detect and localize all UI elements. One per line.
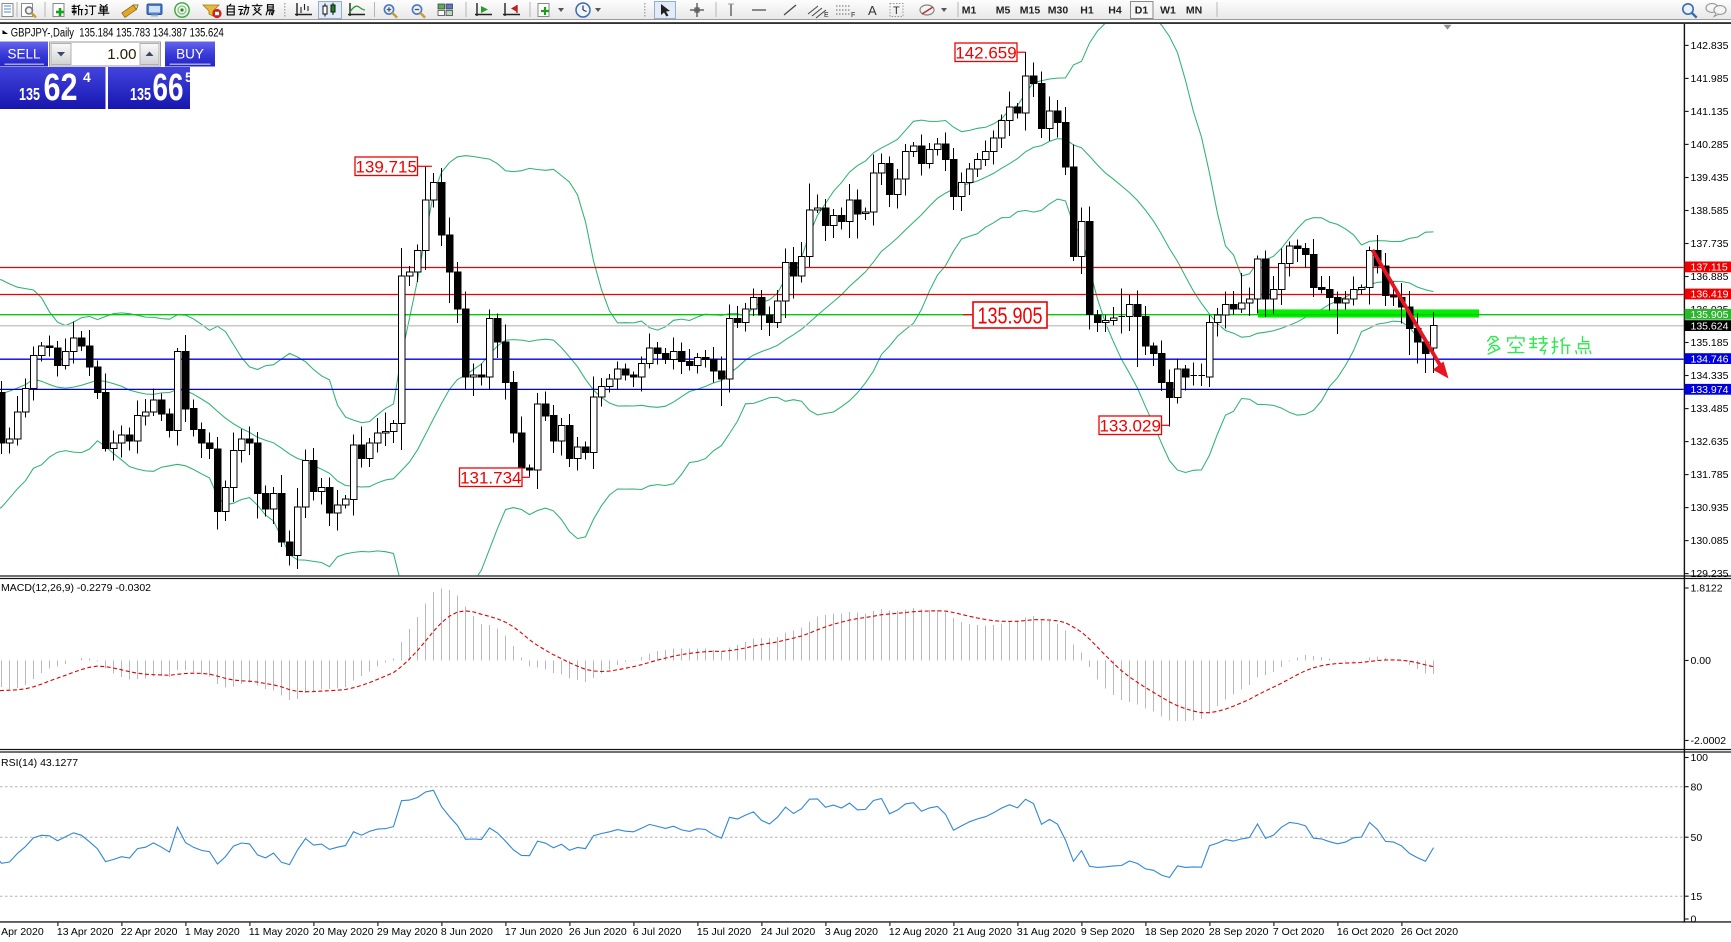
svg-text:M30: M30 bbox=[1048, 5, 1069, 17]
svg-text:141.985: 141.985 bbox=[1691, 73, 1729, 85]
svg-text:4: 4 bbox=[83, 69, 91, 85]
svg-text:140.285: 140.285 bbox=[1691, 139, 1729, 151]
svg-text:RSI(14) 43.1277: RSI(14) 43.1277 bbox=[1, 757, 78, 769]
svg-text:6 Jul 2020: 6 Jul 2020 bbox=[633, 926, 682, 938]
svg-text:0.00: 0.00 bbox=[1691, 655, 1712, 667]
svg-text:133.029: 133.029 bbox=[1099, 416, 1160, 435]
svg-text:135.624: 135.624 bbox=[1691, 320, 1729, 332]
svg-text:H1: H1 bbox=[1080, 5, 1094, 17]
svg-text:3 Aug 2020: 3 Aug 2020 bbox=[825, 926, 878, 938]
svg-text:12 Aug 2020: 12 Aug 2020 bbox=[889, 926, 948, 938]
svg-text:H4: H4 bbox=[1108, 5, 1122, 17]
svg-text:9 Sep 2020: 9 Sep 2020 bbox=[1081, 926, 1135, 938]
svg-text:142.835: 142.835 bbox=[1691, 40, 1729, 52]
svg-text:5: 5 bbox=[185, 69, 193, 85]
svg-text:F: F bbox=[851, 12, 855, 19]
svg-text:15: 15 bbox=[1691, 891, 1703, 903]
svg-text:135.185: 135.185 bbox=[1691, 337, 1729, 349]
svg-text:18 Sep 2020: 18 Sep 2020 bbox=[1145, 926, 1205, 938]
svg-text:17 Jun 2020: 17 Jun 2020 bbox=[505, 926, 563, 938]
svg-text:137.115: 137.115 bbox=[1691, 262, 1728, 274]
svg-text:129.235: 129.235 bbox=[1691, 568, 1729, 580]
svg-text:M5: M5 bbox=[996, 5, 1011, 17]
svg-text:MACD(12,26,9) -0.2279 -0.0302: MACD(12,26,9) -0.2279 -0.0302 bbox=[1, 582, 151, 594]
svg-text:28 Sep 2020: 28 Sep 2020 bbox=[1209, 926, 1269, 938]
svg-text:0: 0 bbox=[1691, 914, 1697, 926]
svg-text:133.974: 133.974 bbox=[1691, 384, 1729, 396]
svg-text:M1: M1 bbox=[962, 5, 977, 17]
svg-text:GBPJPY-,Daily 135.184 135.783: GBPJPY-,Daily 135.184 135.783 134.387 13… bbox=[11, 28, 224, 40]
svg-text:16 Oct 2020: 16 Oct 2020 bbox=[1337, 926, 1394, 938]
svg-text:130.085: 130.085 bbox=[1691, 535, 1729, 547]
svg-text:134.335: 134.335 bbox=[1691, 370, 1729, 382]
svg-text:135.905: 135.905 bbox=[978, 302, 1043, 328]
svg-text:136.885: 136.885 bbox=[1691, 271, 1729, 283]
svg-text:-2.0002: -2.0002 bbox=[1691, 735, 1727, 747]
svg-text:20 May 2020: 20 May 2020 bbox=[313, 926, 374, 938]
svg-text:142.659: 142.659 bbox=[955, 43, 1016, 62]
svg-text:139.715: 139.715 bbox=[355, 157, 416, 176]
svg-text:31 Aug 2020: 31 Aug 2020 bbox=[1017, 926, 1076, 938]
svg-text:BUY: BUY bbox=[176, 47, 204, 62]
svg-text:132.635: 132.635 bbox=[1691, 436, 1729, 448]
svg-text:138.585: 138.585 bbox=[1691, 205, 1729, 217]
svg-text:136.419: 136.419 bbox=[1691, 289, 1729, 301]
svg-text:50: 50 bbox=[1691, 832, 1703, 844]
svg-text:11 May 2020: 11 May 2020 bbox=[249, 926, 309, 938]
svg-text:21 Aug 2020: 21 Aug 2020 bbox=[953, 926, 1012, 938]
svg-text:SELL: SELL bbox=[7, 47, 41, 62]
svg-text:1.00: 1.00 bbox=[107, 46, 136, 63]
svg-text:D1: D1 bbox=[1135, 5, 1149, 17]
svg-text:29 May 2020: 29 May 2020 bbox=[377, 926, 438, 938]
svg-text:100: 100 bbox=[1691, 752, 1709, 764]
svg-text:22 Apr 2020: 22 Apr 2020 bbox=[121, 926, 178, 938]
svg-text:26 Oct 2020: 26 Oct 2020 bbox=[1401, 926, 1458, 938]
svg-text:134.746: 134.746 bbox=[1691, 353, 1729, 365]
svg-text:T: T bbox=[893, 5, 900, 17]
svg-text:8 Jun 2020: 8 Jun 2020 bbox=[441, 926, 493, 938]
svg-text:137.735: 137.735 bbox=[1691, 238, 1729, 250]
svg-text:3 Apr 2020: 3 Apr 2020 bbox=[0, 926, 44, 938]
svg-text:1.8122: 1.8122 bbox=[1691, 583, 1723, 595]
svg-text:A: A bbox=[868, 3, 877, 18]
svg-text:135: 135 bbox=[130, 84, 151, 104]
svg-text:26 Jun 2020: 26 Jun 2020 bbox=[569, 926, 627, 938]
svg-text:130.935: 130.935 bbox=[1691, 502, 1729, 514]
svg-text:24 Jul 2020: 24 Jul 2020 bbox=[761, 926, 815, 938]
svg-text:135: 135 bbox=[19, 84, 40, 104]
svg-text:15 Jul 2020: 15 Jul 2020 bbox=[697, 926, 751, 938]
svg-text:80: 80 bbox=[1691, 781, 1703, 793]
svg-text:W1: W1 bbox=[1160, 5, 1176, 17]
svg-text:E: E bbox=[824, 12, 829, 19]
svg-text:139.435: 139.435 bbox=[1691, 172, 1729, 184]
svg-text:13 Apr 2020: 13 Apr 2020 bbox=[57, 926, 114, 938]
svg-text:141.135: 141.135 bbox=[1691, 106, 1729, 118]
svg-text:1 May 2020: 1 May 2020 bbox=[185, 926, 240, 938]
svg-text:135.905: 135.905 bbox=[1691, 309, 1729, 321]
svg-text:7 Oct 2020: 7 Oct 2020 bbox=[1273, 926, 1325, 938]
svg-text:66: 66 bbox=[153, 67, 184, 109]
svg-text:M15: M15 bbox=[1020, 5, 1041, 17]
svg-text:MN: MN bbox=[1186, 5, 1202, 17]
svg-text:131.785: 131.785 bbox=[1691, 469, 1729, 481]
svg-text:133.485: 133.485 bbox=[1691, 403, 1729, 415]
svg-text:62: 62 bbox=[44, 67, 78, 109]
svg-text:131.734: 131.734 bbox=[460, 468, 521, 487]
